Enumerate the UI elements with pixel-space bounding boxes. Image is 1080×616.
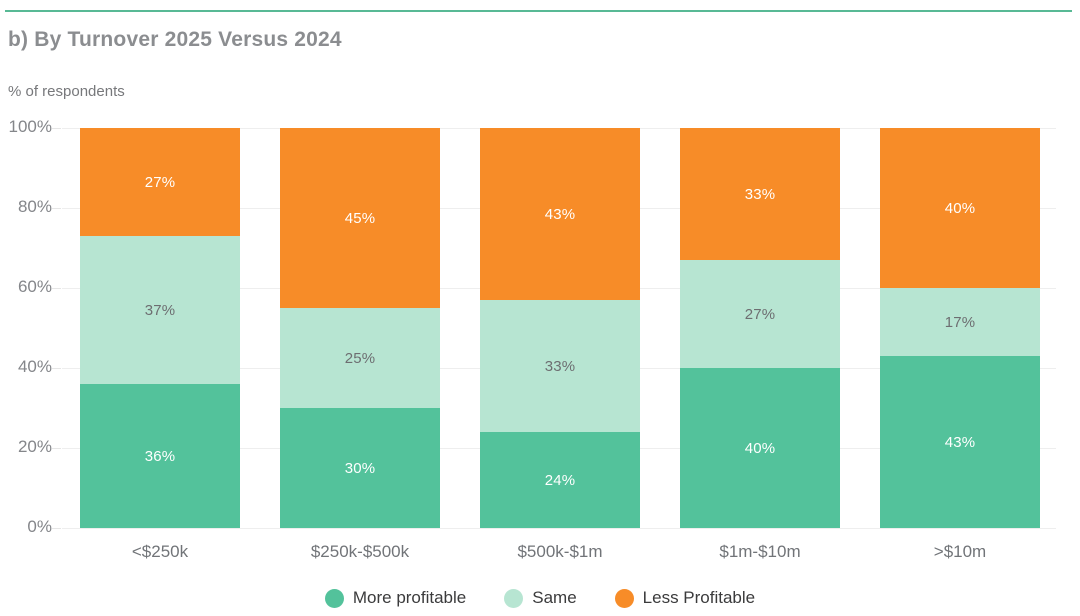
legend-label: Less Profitable	[642, 588, 756, 607]
segment-value-label: 36%	[144, 447, 176, 465]
axis-tick	[52, 127, 61, 129]
x-tick-label: $1m-$10m	[719, 542, 801, 561]
segment-value-label: 43%	[544, 205, 576, 223]
stacked-bar: 24% 33% 43%	[480, 128, 640, 528]
bars-row: 36% 37% 27% 30% 25% 45% 24% 33% 43% 40% 27% 33% 43% 1…	[80, 128, 1040, 528]
x-axis-labels: <$250k $250k-$500k $500k-$1m $1m-$10m >$10m	[80, 542, 1040, 562]
bar-segment-less_profitable: 45%	[280, 128, 440, 308]
stacked-bar: 36% 37% 27%	[80, 128, 240, 528]
y-tick-label: 0%	[27, 516, 52, 536]
segment-value-label: 33%	[744, 185, 776, 203]
axis-tick	[52, 367, 61, 369]
x-tick-label: <$250k	[131, 542, 189, 561]
legend-swatch-icon	[504, 588, 524, 608]
legend-label: Same	[532, 588, 577, 607]
bar-segment-less_profitable: 27%	[80, 128, 240, 236]
legend-swatch-icon	[614, 588, 634, 608]
plot-area: 36% 37% 27% 30% 25% 45% 24% 33% 43% 40% 27% 33% 43% 1…	[52, 127, 1056, 529]
chart-title: b) By Turnover 2025 Versus 2024	[8, 28, 342, 51]
segment-value-label: 27%	[744, 305, 776, 323]
legend-item: Less Profitable	[614, 588, 756, 608]
bar-segment-same: 25%	[280, 308, 440, 408]
bar-segment-more_profitable: 43%	[880, 356, 1040, 528]
segment-value-label: 40%	[944, 199, 976, 217]
stacked-bar: 40% 27% 33%	[680, 128, 840, 528]
legend: More profitable Same Less Profitable	[0, 588, 1080, 608]
segment-value-label: 33%	[544, 357, 576, 375]
segment-value-label: 17%	[944, 313, 976, 331]
stacked-bar: 43% 17% 40%	[880, 128, 1040, 528]
bar-segment-same: 37%	[80, 236, 240, 384]
y-axis-unit-label: % of respondents	[8, 83, 125, 100]
bar-segment-more_profitable: 40%	[680, 368, 840, 528]
legend-swatch-icon	[324, 588, 344, 608]
axis-tick	[52, 207, 61, 209]
stacked-bar: 30% 25% 45%	[280, 128, 440, 528]
bar-segment-same: 33%	[480, 300, 640, 432]
segment-value-label: 27%	[144, 173, 176, 191]
segment-value-label: 45%	[344, 209, 376, 227]
bar-segment-less_profitable: 43%	[480, 128, 640, 300]
x-tick-label: $250k-$500k	[310, 542, 410, 561]
y-tick-label: 40%	[17, 356, 52, 376]
bar-segment-more_profitable: 30%	[280, 408, 440, 528]
segment-value-label: 40%	[744, 439, 776, 457]
bar-segment-same: 27%	[680, 260, 840, 368]
top-divider-line	[5, 10, 1072, 12]
segment-value-label: 24%	[544, 471, 576, 489]
legend-item: Same	[504, 588, 577, 608]
bar-segment-same: 17%	[880, 288, 1040, 356]
y-axis: 0% 20% 40% 60% 80% 100%	[0, 117, 52, 536]
bar-segment-less_profitable: 40%	[880, 128, 1040, 288]
y-tick-label: 20%	[17, 436, 52, 456]
y-tick-label: 100%	[8, 116, 52, 136]
x-tick-label: $500k-$1m	[517, 542, 603, 561]
segment-value-label: 43%	[944, 433, 976, 451]
legend-label: More profitable	[352, 588, 467, 607]
axis-tick	[52, 447, 61, 449]
bar-segment-more_profitable: 36%	[80, 384, 240, 528]
bar-segment-more_profitable: 24%	[480, 432, 640, 528]
x-tick-label: >$10m	[933, 542, 987, 561]
segment-value-label: 30%	[344, 459, 376, 477]
y-tick-label: 80%	[17, 196, 52, 216]
y-tick-label: 60%	[17, 276, 52, 296]
segment-value-label: 25%	[344, 349, 376, 367]
axis-tick	[52, 287, 61, 289]
gridline	[62, 527, 1056, 529]
segment-value-label: 37%	[144, 301, 176, 319]
axis-tick	[52, 527, 61, 529]
bar-segment-less_profitable: 33%	[680, 128, 840, 260]
legend-item: More profitable	[324, 588, 467, 608]
